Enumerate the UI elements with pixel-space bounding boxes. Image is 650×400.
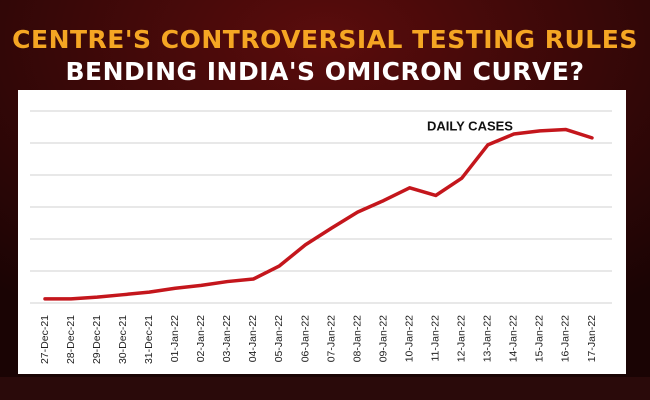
x-tick-label: 16-Jan-22: [560, 315, 572, 362]
x-tick-label: 30-Dec-21: [117, 315, 129, 364]
x-tick-label: 13-Jan-22: [482, 315, 494, 362]
x-tick-label: 09-Jan-22: [377, 315, 389, 362]
chart-subtitle: BENDING INDIA'S OMICRON CURVE?: [66, 57, 585, 86]
plot-panel: [18, 90, 626, 374]
chart-title: CENTRE'S CONTROVERSIAL TESTING RULES: [12, 25, 638, 54]
x-tick-label: 02-Jan-22: [195, 315, 207, 362]
x-tick-label: 15-Jan-22: [534, 315, 546, 362]
x-tick-label: 07-Jan-22: [325, 315, 337, 362]
x-tick-label: 06-Jan-22: [299, 315, 311, 362]
x-tick-label: 01-Jan-22: [169, 315, 181, 362]
x-tick-label: 17-Jan-22: [586, 315, 598, 362]
x-tick-label: 04-Jan-22: [247, 315, 259, 362]
x-tick-label: 10-Jan-22: [403, 315, 415, 362]
x-tick-label: 08-Jan-22: [351, 315, 363, 362]
annotation: DAILY CASES: [427, 118, 513, 133]
bottom-strip: [0, 377, 650, 400]
data-line: [43, 127, 594, 301]
x-tick-label: 03-Jan-22: [221, 315, 233, 362]
x-tick-label: 28-Dec-21: [65, 315, 77, 364]
x-tick-label: 12-Jan-22: [456, 315, 468, 362]
x-tick-label: 31-Dec-21: [143, 315, 155, 364]
x-tick-label: 27-Dec-21: [39, 315, 51, 364]
x-tick-label: 14-Jan-22: [508, 315, 520, 362]
x-tick-label: 11-Jan-22: [429, 315, 441, 362]
x-tick-label: 29-Dec-21: [91, 315, 103, 364]
x-tick-label: 05-Jan-22: [273, 315, 285, 362]
